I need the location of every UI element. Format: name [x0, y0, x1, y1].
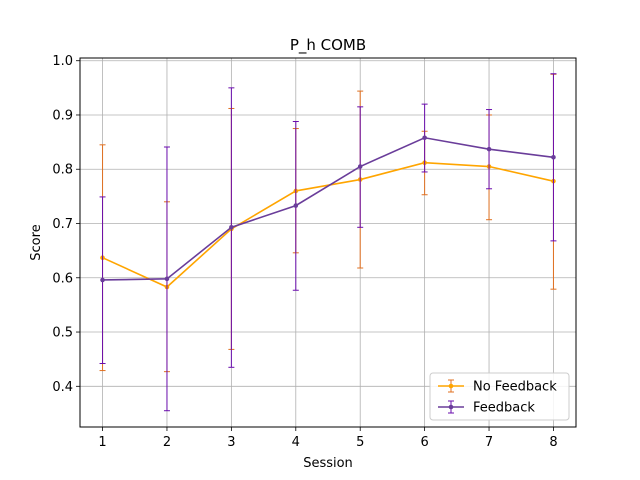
axes: 1 2 3 4 5 6 7 8 0.4 0.5 0.6 0.7 0.8 0.9 1.0: [52, 54, 557, 450]
data-point: [229, 225, 234, 230]
chart-title: P_h COMB: [290, 36, 366, 55]
x-tick-label: 4: [292, 435, 300, 450]
series-line-feedback: [102, 136, 554, 281]
y-tick-label: 0.9: [52, 108, 73, 123]
legend-marker: [448, 383, 454, 389]
x-tick-label: 1: [98, 435, 106, 450]
legend-label: No Feedback: [473, 380, 557, 395]
y-tick-label: 0.5: [52, 326, 73, 341]
data-point: [551, 155, 556, 160]
y-tick-label: 0.7: [52, 217, 73, 232]
legend-box: [429, 372, 570, 421]
x-tick-label: 3: [227, 435, 235, 450]
x-axis-label: Session: [303, 456, 353, 471]
data-point: [486, 146, 492, 152]
x-tick-label: 6: [420, 435, 428, 450]
data-point: [422, 135, 427, 141]
x-tick-label: 8: [549, 435, 557, 450]
y-tick-label: 0.4: [52, 380, 73, 395]
plot-frame: [79, 57, 577, 428]
legend-item-feedback: Feedback: [438, 400, 535, 416]
legend: No Feedback Feedback: [429, 372, 570, 421]
x-tick-label: 7: [485, 435, 493, 450]
data-point: [164, 276, 170, 282]
data-point: [293, 203, 299, 208]
series-feedback: [99, 73, 557, 412]
y-tick-label: 0.8: [52, 163, 73, 178]
data-point: [357, 164, 363, 169]
legend-label: Feedback: [473, 401, 535, 416]
series-layer: [99, 73, 557, 412]
legend-item-no-feedback: No Feedback: [438, 379, 557, 395]
x-tick-label: 2: [163, 435, 171, 450]
y-axis-label: Score: [29, 224, 44, 260]
x-tick-label: 5: [356, 435, 364, 450]
data-point: [100, 277, 105, 283]
y-tick-label: 0.6: [52, 271, 73, 286]
legend-marker: [448, 404, 454, 410]
y-tick-label: 1.0: [52, 54, 73, 69]
